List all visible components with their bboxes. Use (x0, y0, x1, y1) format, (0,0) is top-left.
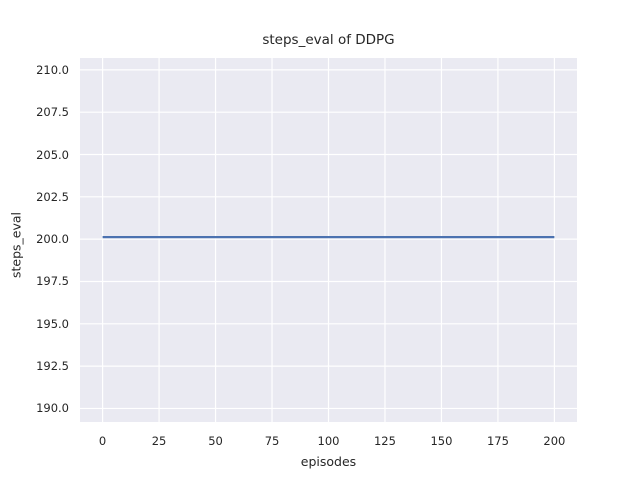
x-axis-label: episodes (300, 454, 357, 469)
x-tick-label: 175 (486, 434, 509, 448)
plot-area (80, 58, 577, 422)
y-tick-label: 207.5 (36, 105, 69, 120)
plot-canvas (80, 58, 577, 422)
x-tick-label: 100 (317, 434, 340, 448)
y-tick-label: 210.0 (36, 62, 69, 77)
y-tick-label: 195.0 (36, 316, 69, 331)
y-tick-label: 200.0 (36, 232, 69, 247)
y-tick-label: 202.5 (36, 189, 69, 204)
chart-title: steps_eval of DDPG (262, 32, 395, 48)
x-tick-label: 50 (208, 434, 223, 448)
x-tick-label: 75 (264, 434, 280, 448)
y-tick-label: 192.5 (36, 359, 69, 374)
y-tick-label: 197.5 (36, 274, 69, 289)
x-tick-label: 0 (98, 434, 107, 448)
x-tick-label: 150 (430, 434, 453, 448)
x-tick-label: 125 (373, 434, 396, 448)
y-tick-label: 190.0 (36, 401, 69, 416)
x-tick-label: 25 (151, 434, 167, 448)
x-tick-label: 200 (543, 434, 566, 448)
y-tick-label: 205.0 (36, 147, 69, 162)
